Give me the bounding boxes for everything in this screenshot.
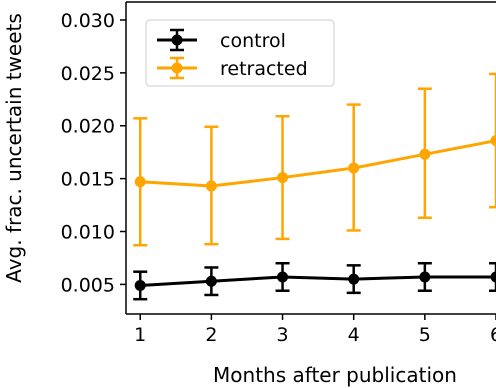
- series-control: [133, 261, 496, 301]
- legend-marker: [171, 34, 183, 46]
- data-point: [419, 148, 431, 160]
- legend-marker: [171, 62, 183, 74]
- data-point: [490, 271, 496, 283]
- series-line-retracted: [140, 139, 496, 188]
- plot-area: [125, 1, 496, 315]
- data-point: [277, 271, 289, 283]
- data-point: [348, 273, 360, 285]
- legend-item-retracted: retracted: [157, 56, 308, 80]
- x-tick-label: 3: [276, 324, 288, 346]
- data-point: [348, 162, 360, 174]
- y-axis-title: Avg. frac. uncertain tweets: [2, 13, 26, 283]
- legend: control retracted: [145, 19, 335, 87]
- series-line-control: [140, 275, 496, 287]
- data-point: [419, 271, 431, 283]
- y-tick-label: 0.030: [61, 10, 115, 32]
- x-tick-label: 2: [205, 324, 217, 346]
- x-tick-label: 6: [490, 324, 496, 346]
- data-point: [205, 180, 217, 192]
- x-tick-label: 1: [134, 324, 146, 346]
- series-retracted: [133, 72, 496, 247]
- legend-label: retracted: [220, 58, 308, 80]
- y-tick-label: 0.005: [61, 274, 115, 296]
- y-tick-label: 0.020: [61, 116, 115, 138]
- legend-label: control: [220, 30, 286, 52]
- data-point: [205, 275, 217, 287]
- data-point: [277, 172, 289, 184]
- y-tick-label: 0.015: [61, 169, 115, 191]
- data-point: [134, 279, 146, 291]
- y-axis-ticks: 0.005 0.010 0.015 0.020 0.025 0.030: [61, 10, 126, 296]
- data-point: [490, 135, 496, 147]
- x-tick-label: 4: [348, 324, 360, 346]
- data-point: [134, 176, 146, 188]
- x-axis-ticks: 1 2 3 4 5 6: [134, 314, 496, 346]
- x-tick-label: 5: [419, 324, 431, 346]
- y-tick-label: 0.010: [61, 222, 115, 244]
- y-tick-label: 0.025: [61, 63, 115, 85]
- legend-item-control: control: [157, 28, 286, 52]
- x-axis-title: Months after publication: [213, 363, 457, 387]
